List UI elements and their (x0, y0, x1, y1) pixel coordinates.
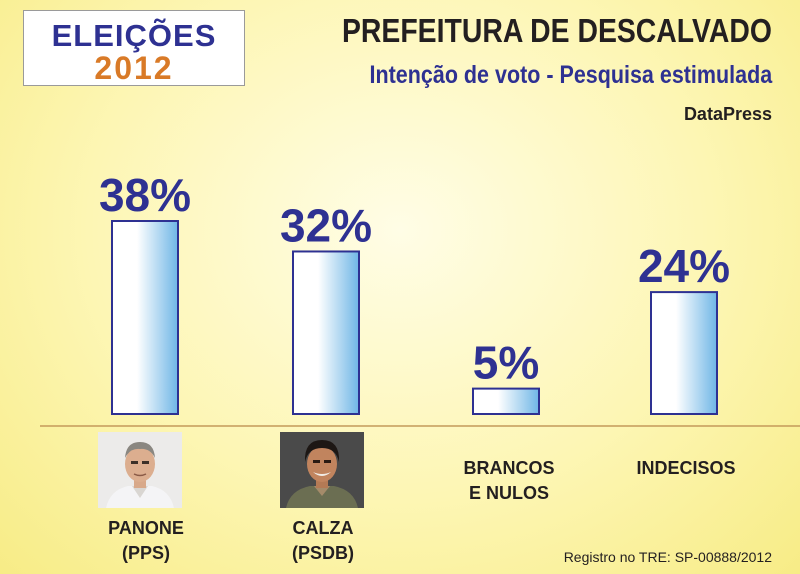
logo-line-1: ELEIÇÕES (51, 18, 217, 53)
candidate-name: CALZA (292, 518, 354, 538)
source-label: DataPress (683, 104, 772, 124)
bar-brancos-nulos (472, 387, 540, 415)
page-title: PREFEITURA DE DESCALVADO (342, 12, 772, 49)
value-label-indecisos: 24% (638, 240, 730, 292)
candidate-photo-calza (280, 432, 364, 508)
bar-indecisos (650, 291, 718, 415)
bar-calza (292, 250, 360, 415)
candidate-name: PANONE (108, 518, 184, 538)
category-label-calza: CALZA (PSDB) (292, 516, 354, 566)
value-label-panone: 38% (99, 169, 191, 221)
category-line-1: INDECISOS (636, 458, 736, 478)
logo-year: 2012 (94, 50, 174, 86)
registration-note: Registro no TRE: SP-00888/2012 (563, 549, 772, 565)
category-label-brancos-nulos: BRANCOS E NULOS (463, 456, 554, 506)
page-subtitle: Intenção de voto - Pesquisa estimulada (369, 61, 772, 89)
bar-panone (111, 220, 179, 415)
candidate-party: (PPS) (121, 543, 170, 563)
category-line-2: E NULOS (468, 483, 550, 503)
value-label-brancos-nulos: 5% (473, 337, 539, 389)
category-label-indecisos: INDECISOS (636, 456, 735, 481)
elections-logo: ELEIÇÕES 2012 (23, 10, 245, 86)
candidate-party: (PSDB) (292, 543, 354, 563)
category-label-panone: PANONE (PPS) (108, 516, 184, 566)
value-label-calza: 32% (280, 199, 372, 251)
candidate-photo-panone (98, 432, 182, 508)
category-line-1: BRANCOS (463, 458, 555, 478)
